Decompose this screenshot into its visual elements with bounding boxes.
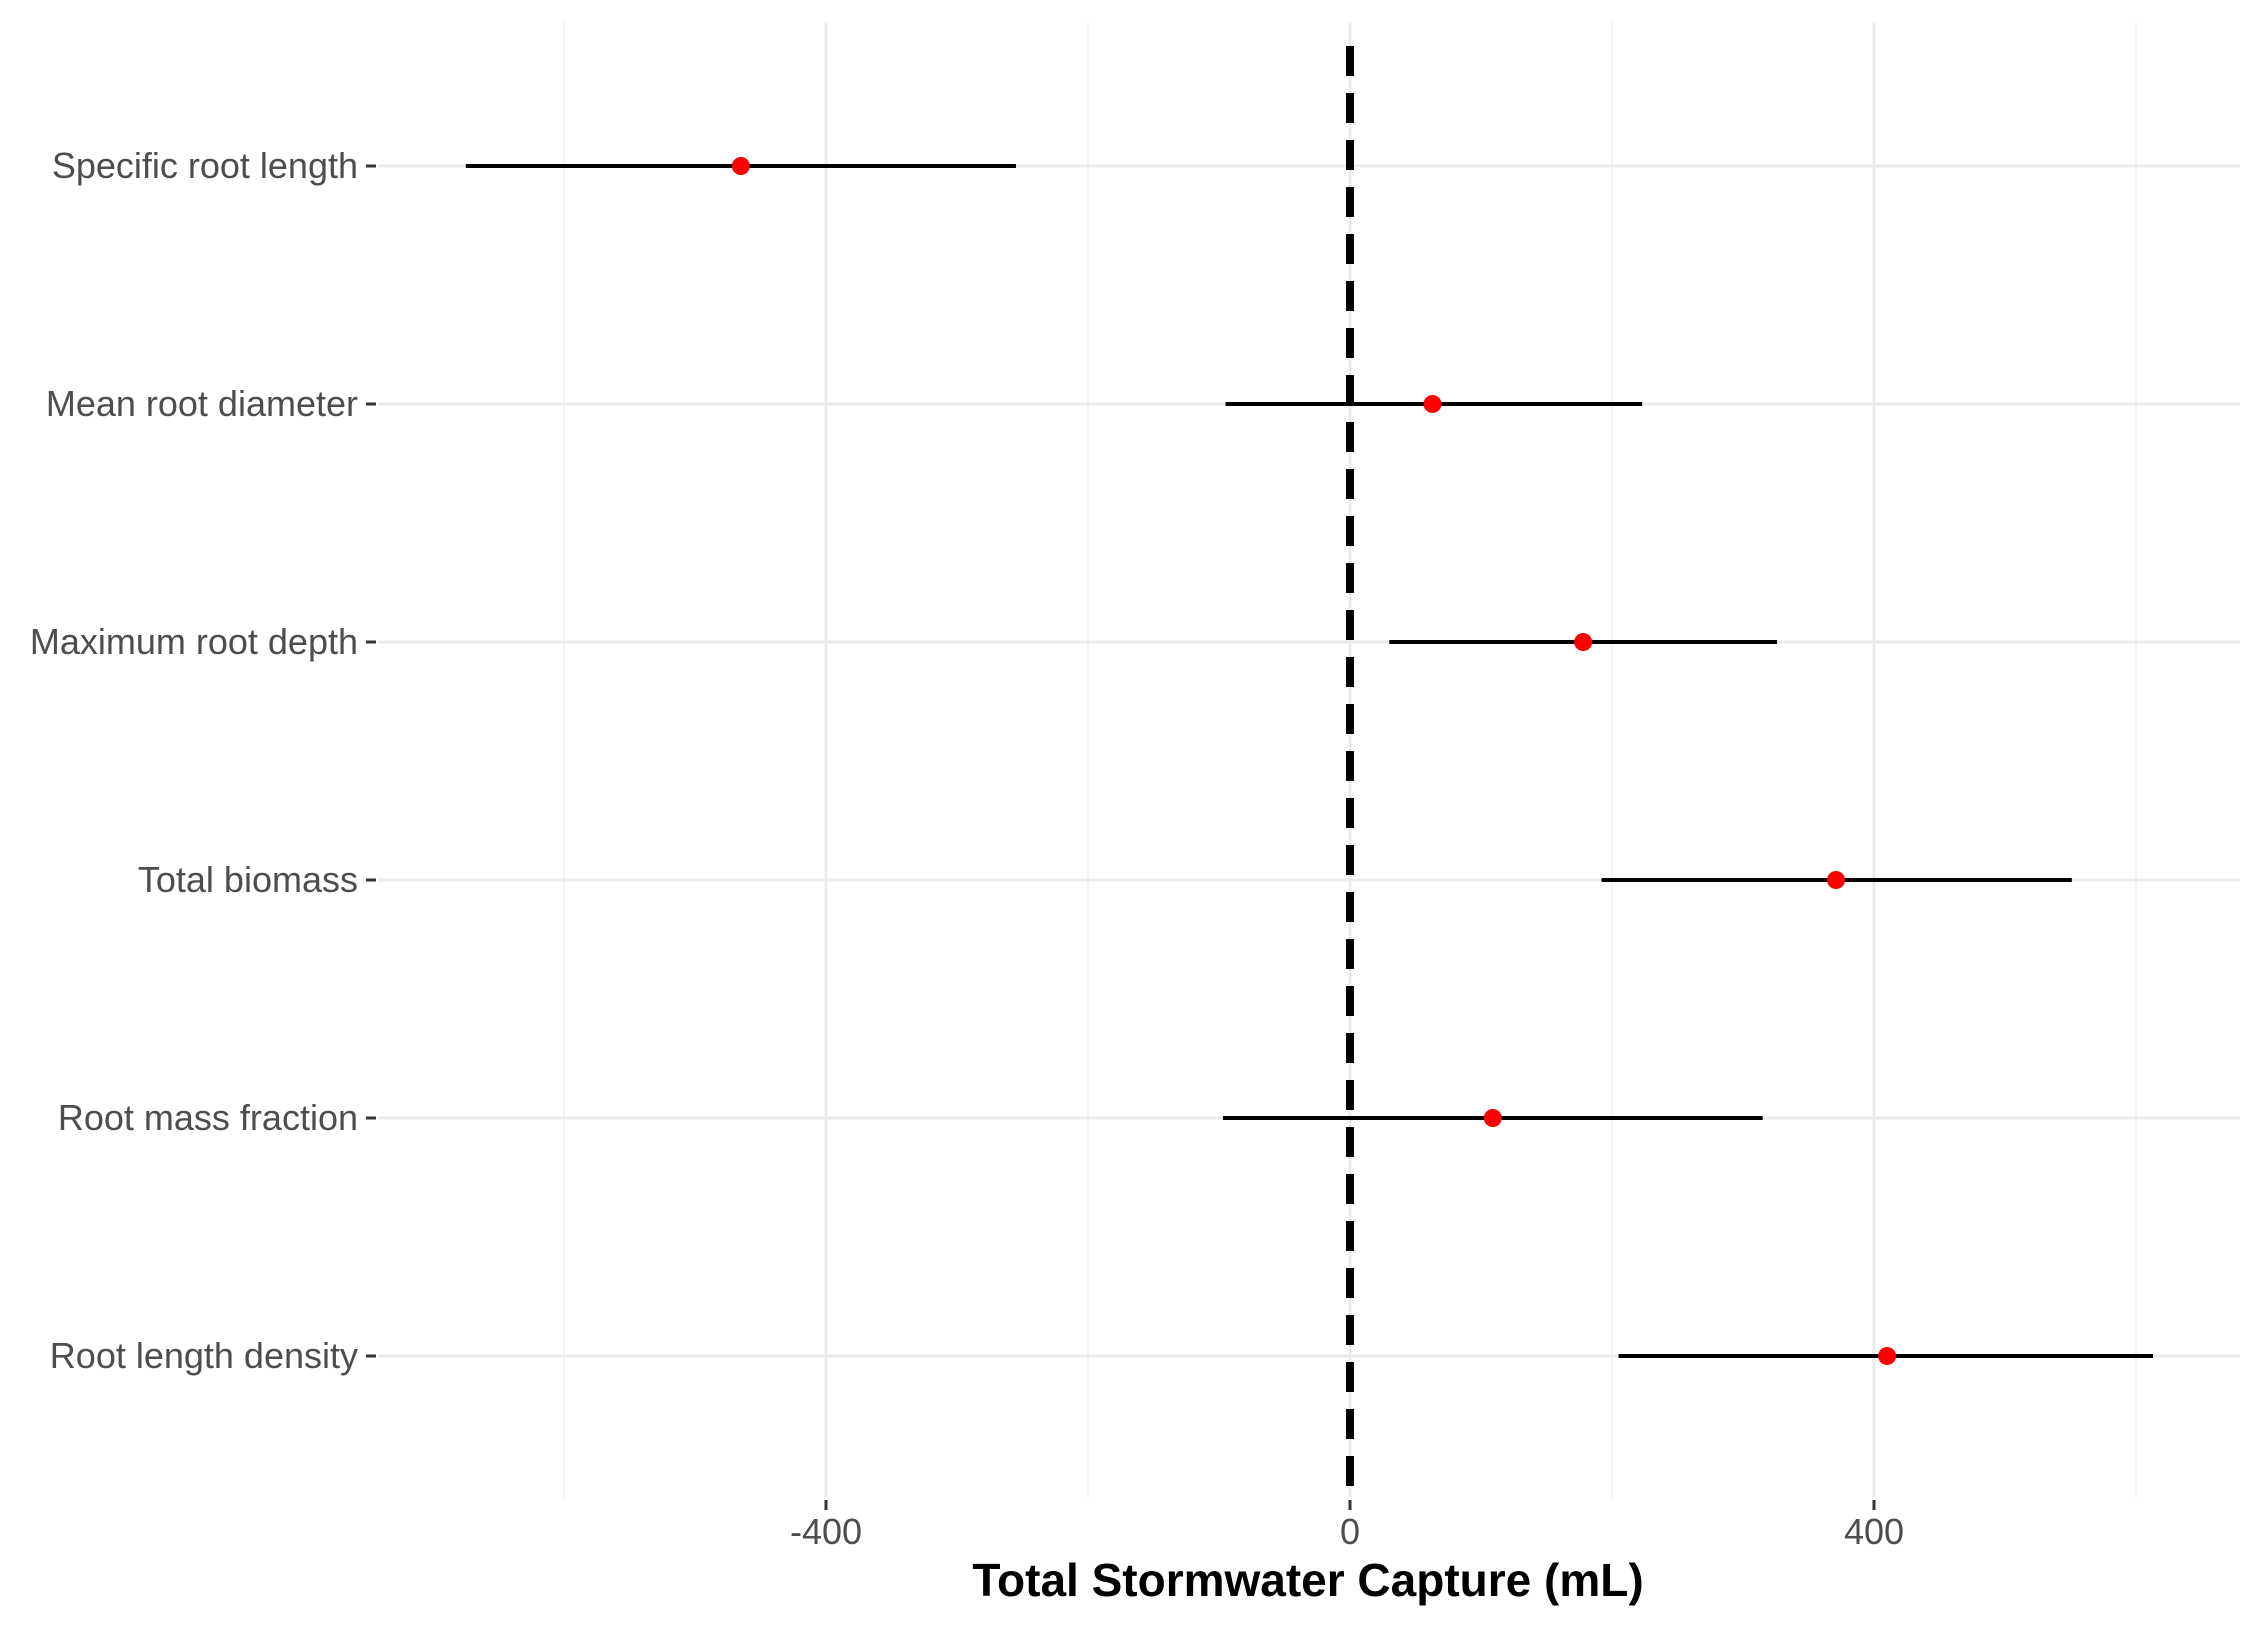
estimate-point <box>1827 871 1846 889</box>
estimate-point <box>1483 1109 1502 1127</box>
y-axis-ticks: Specific root length Mean root diameter Ma… <box>30 145 376 1376</box>
y-tick-label: Root mass fraction <box>58 1097 358 1138</box>
x-tick-label: -400 <box>790 1511 862 1552</box>
y-tick-label: Total biomass <box>138 859 358 900</box>
estimate-point <box>1878 1347 1897 1365</box>
x-tick-label: 0 <box>1340 1511 1360 1552</box>
estimate-point <box>1423 395 1442 413</box>
x-axis-ticks: -400 0 400 <box>790 1500 1904 1552</box>
y-tick-label: Root length density <box>50 1335 358 1376</box>
y-tick-label: Mean root diameter <box>46 383 358 424</box>
minor-gridlines <box>563 22 2137 1498</box>
y-tick-label: Maximum root depth <box>30 621 358 662</box>
estimate-point <box>731 157 750 175</box>
x-axis-title: Total Stormwater Capture (mL) <box>972 1554 1643 1606</box>
estimate-point <box>1574 633 1593 651</box>
y-tick-label: Specific root length <box>52 145 358 186</box>
x-tick-label: 400 <box>1844 1511 1904 1552</box>
estimate-points <box>731 157 1897 1365</box>
